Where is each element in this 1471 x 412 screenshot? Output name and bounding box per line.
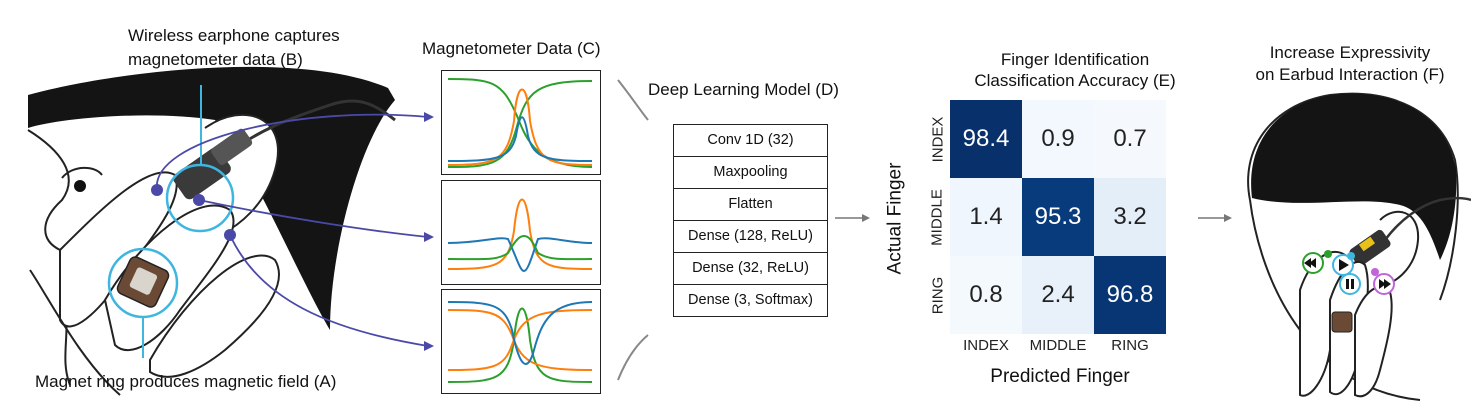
cell-index-index: 98.4: [950, 100, 1022, 178]
cell-middle-index: 1.4: [950, 178, 1022, 256]
panel-b-label-line2: magnetometer data (B): [128, 50, 303, 69]
x-tick-middle: MIDDLE: [1029, 337, 1087, 354]
cell-index-middle: 0.9: [1022, 100, 1094, 178]
confusion-matrix: 98.4 0.9 0.7 1.4 95.3 3.2 0.8 2.4 96.8: [950, 100, 1166, 334]
panel-f-title-line1: Increase Expressivity: [1269, 43, 1431, 62]
panel-b-label-line1: Wireless earphone captures: [128, 26, 340, 45]
cell-middle-ring: 3.2: [1094, 178, 1166, 256]
layer-dense-128: Dense (128, ReLU): [674, 221, 827, 253]
layer-dense-32: Dense (32, ReLU): [674, 253, 827, 285]
cell-ring-middle: 2.4: [1022, 256, 1094, 334]
magnetometer-plot-3: [441, 289, 601, 394]
panel-a-label: Magnet ring produces magnetic field (A): [35, 372, 337, 391]
layer-flatten: Flatten: [674, 189, 827, 221]
panel-e-title-line2: Classification Accuracy (E): [974, 71, 1176, 90]
x-tick-index: INDEX: [963, 337, 1009, 354]
panel-c-title: Magnetometer Data (C): [422, 39, 601, 58]
cell-middle-middle: 95.3: [1022, 178, 1094, 256]
magnetometer-plot-1: [441, 70, 601, 175]
panel-e-title-line1: Finger Identification: [1000, 50, 1150, 69]
model-architecture: Conv 1D (32) Maxpooling Flatten Dense (1…: [673, 124, 828, 317]
layer-maxpooling: Maxpooling: [674, 157, 827, 189]
layer-conv1d: Conv 1D (32): [674, 125, 827, 157]
panel-f-title-line2: on Earbud Interaction (F): [1255, 65, 1445, 84]
magnetometer-plot-2: [441, 180, 601, 285]
cell-ring-ring: 96.8: [1094, 256, 1166, 334]
cell-ring-index: 0.8: [950, 256, 1022, 334]
layer-dense-3: Dense (3, Softmax): [688, 292, 813, 308]
x-tick-ring: RING: [1111, 337, 1149, 354]
x-axis-label: Predicted Finger: [990, 366, 1130, 387]
panel-d-title: Deep Learning Model (D): [648, 80, 839, 99]
pause-icon: [1339, 273, 1361, 295]
cell-index-ring: 0.7: [1094, 100, 1166, 178]
